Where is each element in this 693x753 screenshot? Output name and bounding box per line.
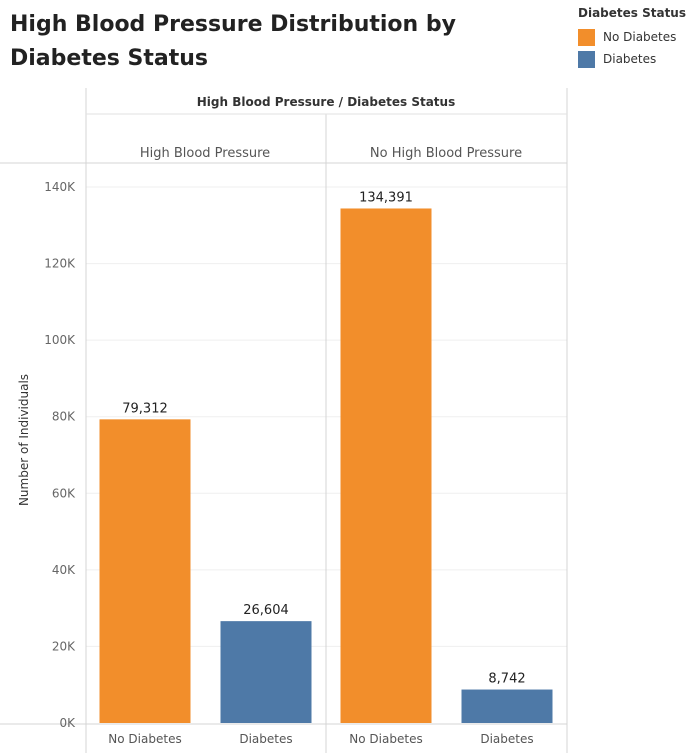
y-axis-title: Number of Individuals	[17, 374, 31, 506]
legend: Diabetes Status No Diabetes Diabetes	[578, 6, 693, 70]
y-tick-label: 60K	[52, 486, 76, 500]
legend-swatch-diabetes	[578, 50, 595, 68]
chart-title: High Blood Pressure Distribution by Diab…	[10, 12, 456, 71]
axis-lines	[0, 88, 568, 753]
bar-value-label: 134,391	[359, 190, 413, 205]
legend-item-diabetes[interactable]: Diabetes	[578, 48, 693, 70]
bar-no-diabetes	[99, 419, 191, 723]
y-tick-label: 140K	[44, 180, 76, 194]
y-tick-label: 0K	[59, 716, 76, 730]
bar-value-label: 79,312	[122, 401, 168, 416]
legend-swatch-no-diabetes	[578, 28, 595, 46]
x-tick-label: Diabetes	[239, 732, 292, 746]
bar-value-label: 8,742	[488, 672, 525, 687]
legend-item-no-diabetes[interactable]: No Diabetes	[578, 26, 693, 48]
column-header: High Blood Pressure / Diabetes Status	[197, 95, 455, 109]
legend-label: Diabetes	[603, 52, 657, 66]
y-tick-label: 100K	[44, 333, 76, 347]
y-tick-label: 80K	[52, 410, 76, 424]
y-tick-label: 40K	[52, 563, 76, 577]
panel-header-no-high-blood-pressure: No High Blood Pressure	[370, 146, 522, 161]
panel-header-high-blood-pressure: High Blood Pressure	[140, 146, 270, 161]
bar-value-label: 26,604	[243, 603, 289, 618]
y-tick-label: 20K	[52, 639, 76, 653]
bar-no-diabetes	[340, 208, 432, 723]
x-tick-label: No Diabetes	[349, 732, 422, 746]
x-tick-label: No Diabetes	[108, 732, 181, 746]
legend-title: Diabetes Status	[578, 6, 686, 20]
bars: 79,312 No Diabetes 26,604 Diabetes 134,391 No…	[99, 190, 553, 746]
x-tick-label: Diabetes	[480, 732, 533, 746]
bar-diabetes	[461, 689, 553, 723]
y-tick-label: 120K	[44, 257, 76, 271]
legend-label: No Diabetes	[603, 30, 677, 44]
bar-diabetes	[220, 621, 312, 723]
